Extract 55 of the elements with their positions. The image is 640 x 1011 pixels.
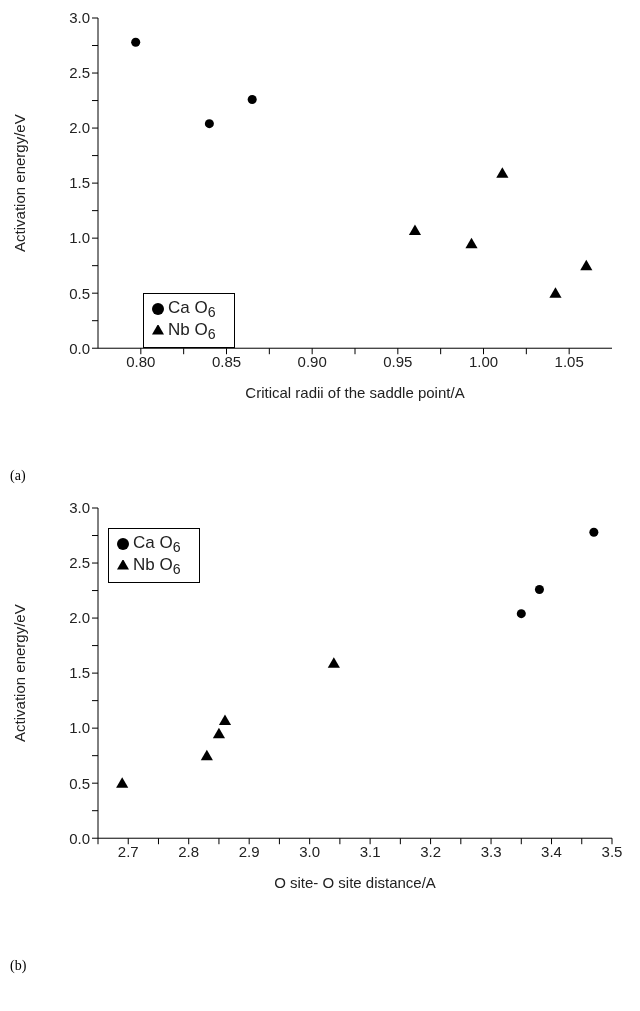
point — [212, 727, 226, 739]
x-tick-label: 3.1 — [359, 842, 381, 860]
y-tick-label: 1.0 — [69, 719, 90, 737]
x-tick-label: 0.95 — [383, 352, 413, 370]
point — [247, 94, 257, 104]
y-tick-label: 2.0 — [69, 609, 90, 627]
y-tick-label: 1.5 — [69, 174, 90, 192]
point — [465, 237, 478, 249]
point — [549, 287, 562, 298]
legend-label: Nb O$_{6}$ — [168, 320, 216, 343]
y-tick-label: 0.0 — [69, 829, 90, 847]
point — [580, 259, 593, 271]
x-axis-title: Critical radii of the saddle point/A — [245, 384, 465, 402]
y-axis-title: Activation energy/eV — [11, 604, 29, 742]
point — [218, 714, 232, 726]
x-tick-label: 1.00 — [468, 352, 499, 370]
x-tick-label: 0.90 — [297, 352, 327, 370]
x-tick-label: 0.85 — [211, 352, 242, 370]
legend-label: Nb O$_{6}$ — [133, 555, 181, 578]
x-tick-label: 2.8 — [178, 842, 200, 860]
point — [408, 224, 422, 236]
x-tick-label: 1.05 — [554, 352, 584, 370]
y-tick-label: 3.0 — [69, 499, 90, 517]
x-tick-label: 3.0 — [299, 842, 321, 860]
legend-label: Ca O$_{6}$ — [133, 533, 181, 556]
point — [534, 584, 544, 594]
x-tick-label: 2.9 — [238, 842, 260, 860]
x-tick-label: 3.4 — [541, 842, 562, 860]
x-tick-label: 3.2 — [420, 842, 442, 860]
point — [200, 749, 213, 761]
y-tick-label: 2.5 — [69, 554, 90, 572]
point — [589, 527, 599, 537]
point — [327, 657, 340, 668]
y-axis-title: Activation energy/eV — [11, 114, 29, 252]
y-tick-label: 2.0 — [69, 119, 90, 137]
x-tick-label: 0.80 — [126, 352, 156, 370]
text: (a) — [10, 468, 26, 484]
point — [496, 167, 509, 178]
y-tick-label: 2.5 — [69, 64, 90, 82]
point — [516, 609, 526, 619]
y-tick-label: 0.0 — [69, 339, 90, 357]
x-axis-title: O site- O site distance/A — [274, 874, 436, 892]
point — [131, 37, 141, 47]
y-tick-label: 1.0 — [69, 229, 90, 247]
text: (b) — [10, 958, 27, 974]
y-tick-label: 0.5 — [69, 774, 90, 792]
legend-label: Ca O$_{6}$ — [168, 298, 216, 321]
point — [116, 777, 129, 788]
y-tick-label: 3.0 — [69, 9, 90, 27]
x-tick-label: 3.5 — [601, 842, 623, 860]
y-tick-label: 1.5 — [69, 664, 90, 682]
x-tick-label: 3.3 — [480, 842, 502, 860]
y-tick-label: 0.5 — [69, 284, 90, 302]
x-tick-label: 2.7 — [117, 842, 139, 860]
point — [204, 119, 214, 129]
